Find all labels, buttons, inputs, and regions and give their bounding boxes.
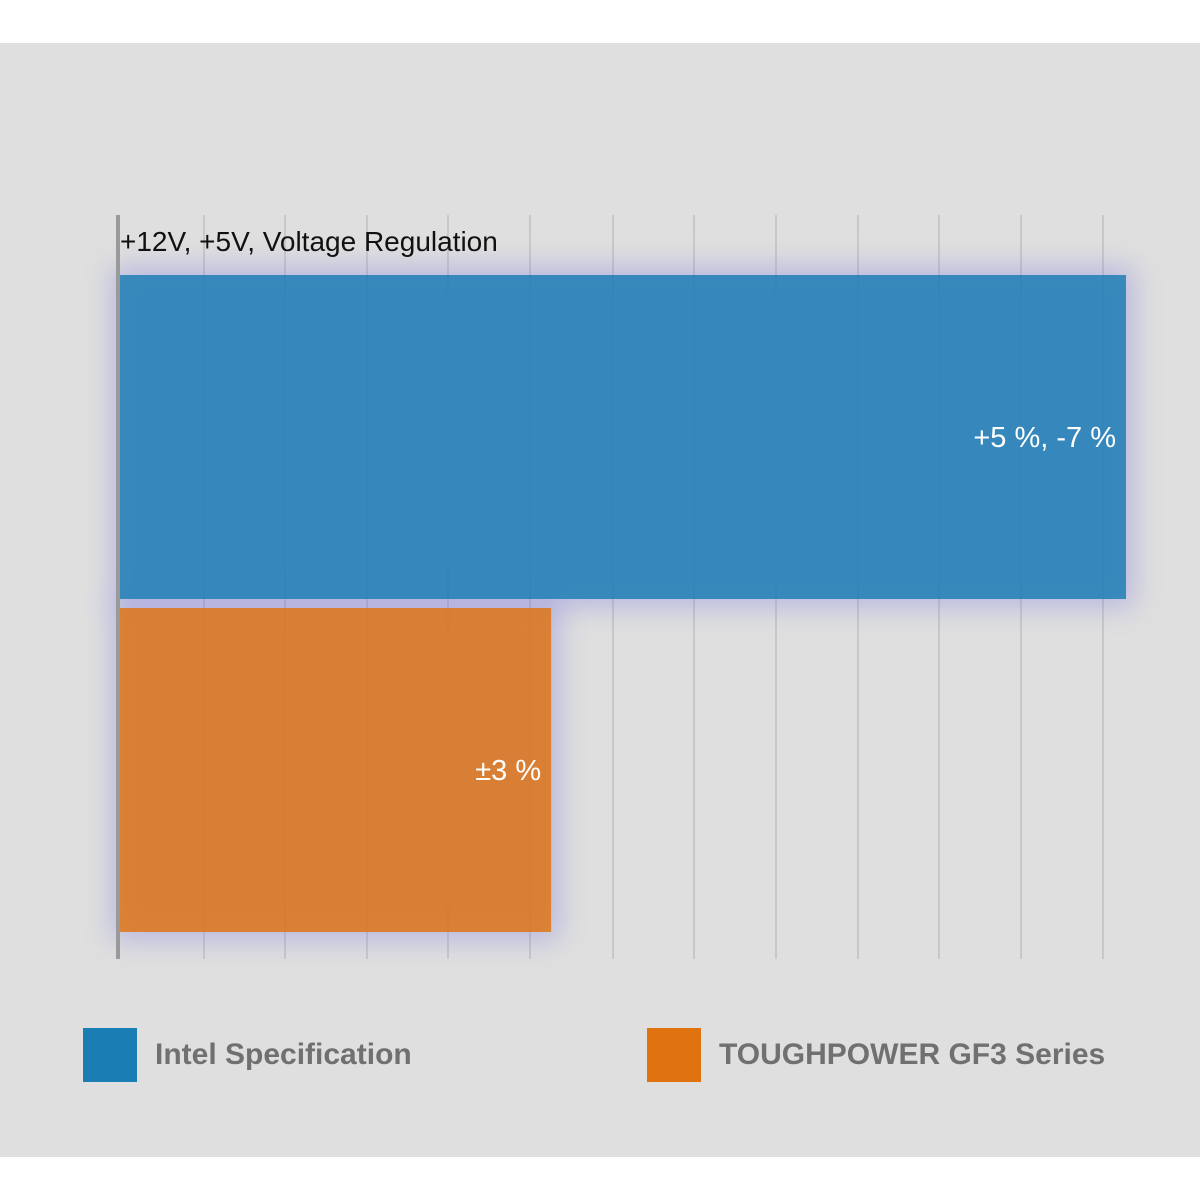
legend: Intel Specification TOUGHPOWER GF3 Serie… [0,1028,1200,1082]
bar-label-intel-specification: +5 %, -7 % [973,422,1116,454]
legend-item-intel: Intel Specification [83,1028,412,1082]
legend-label-intel: Intel Specification [155,1038,412,1071]
bar-chart: +5 %, -7 % ±3 % +12V, +5V, Voltage Regula… [112,215,1134,959]
bar-label-toughpower-gf3: ±3 % [475,755,541,787]
legend-swatch-intel [83,1028,137,1082]
bar-intel-specification [120,275,1126,599]
chart-title: +12V, +5V, Voltage Regulation [120,226,498,257]
bars: +5 %, -7 % ±3 % [120,275,1126,932]
legend-item-toughpower: TOUGHPOWER GF3 Series [647,1028,1105,1082]
legend-label-toughpower: TOUGHPOWER GF3 Series [719,1038,1106,1071]
bar-toughpower-gf3 [120,608,552,932]
legend-swatch-toughpower [647,1028,701,1082]
chart-panel: +5 %, -7 % ±3 % +12V, +5V, Voltage Regula… [0,43,1200,1157]
